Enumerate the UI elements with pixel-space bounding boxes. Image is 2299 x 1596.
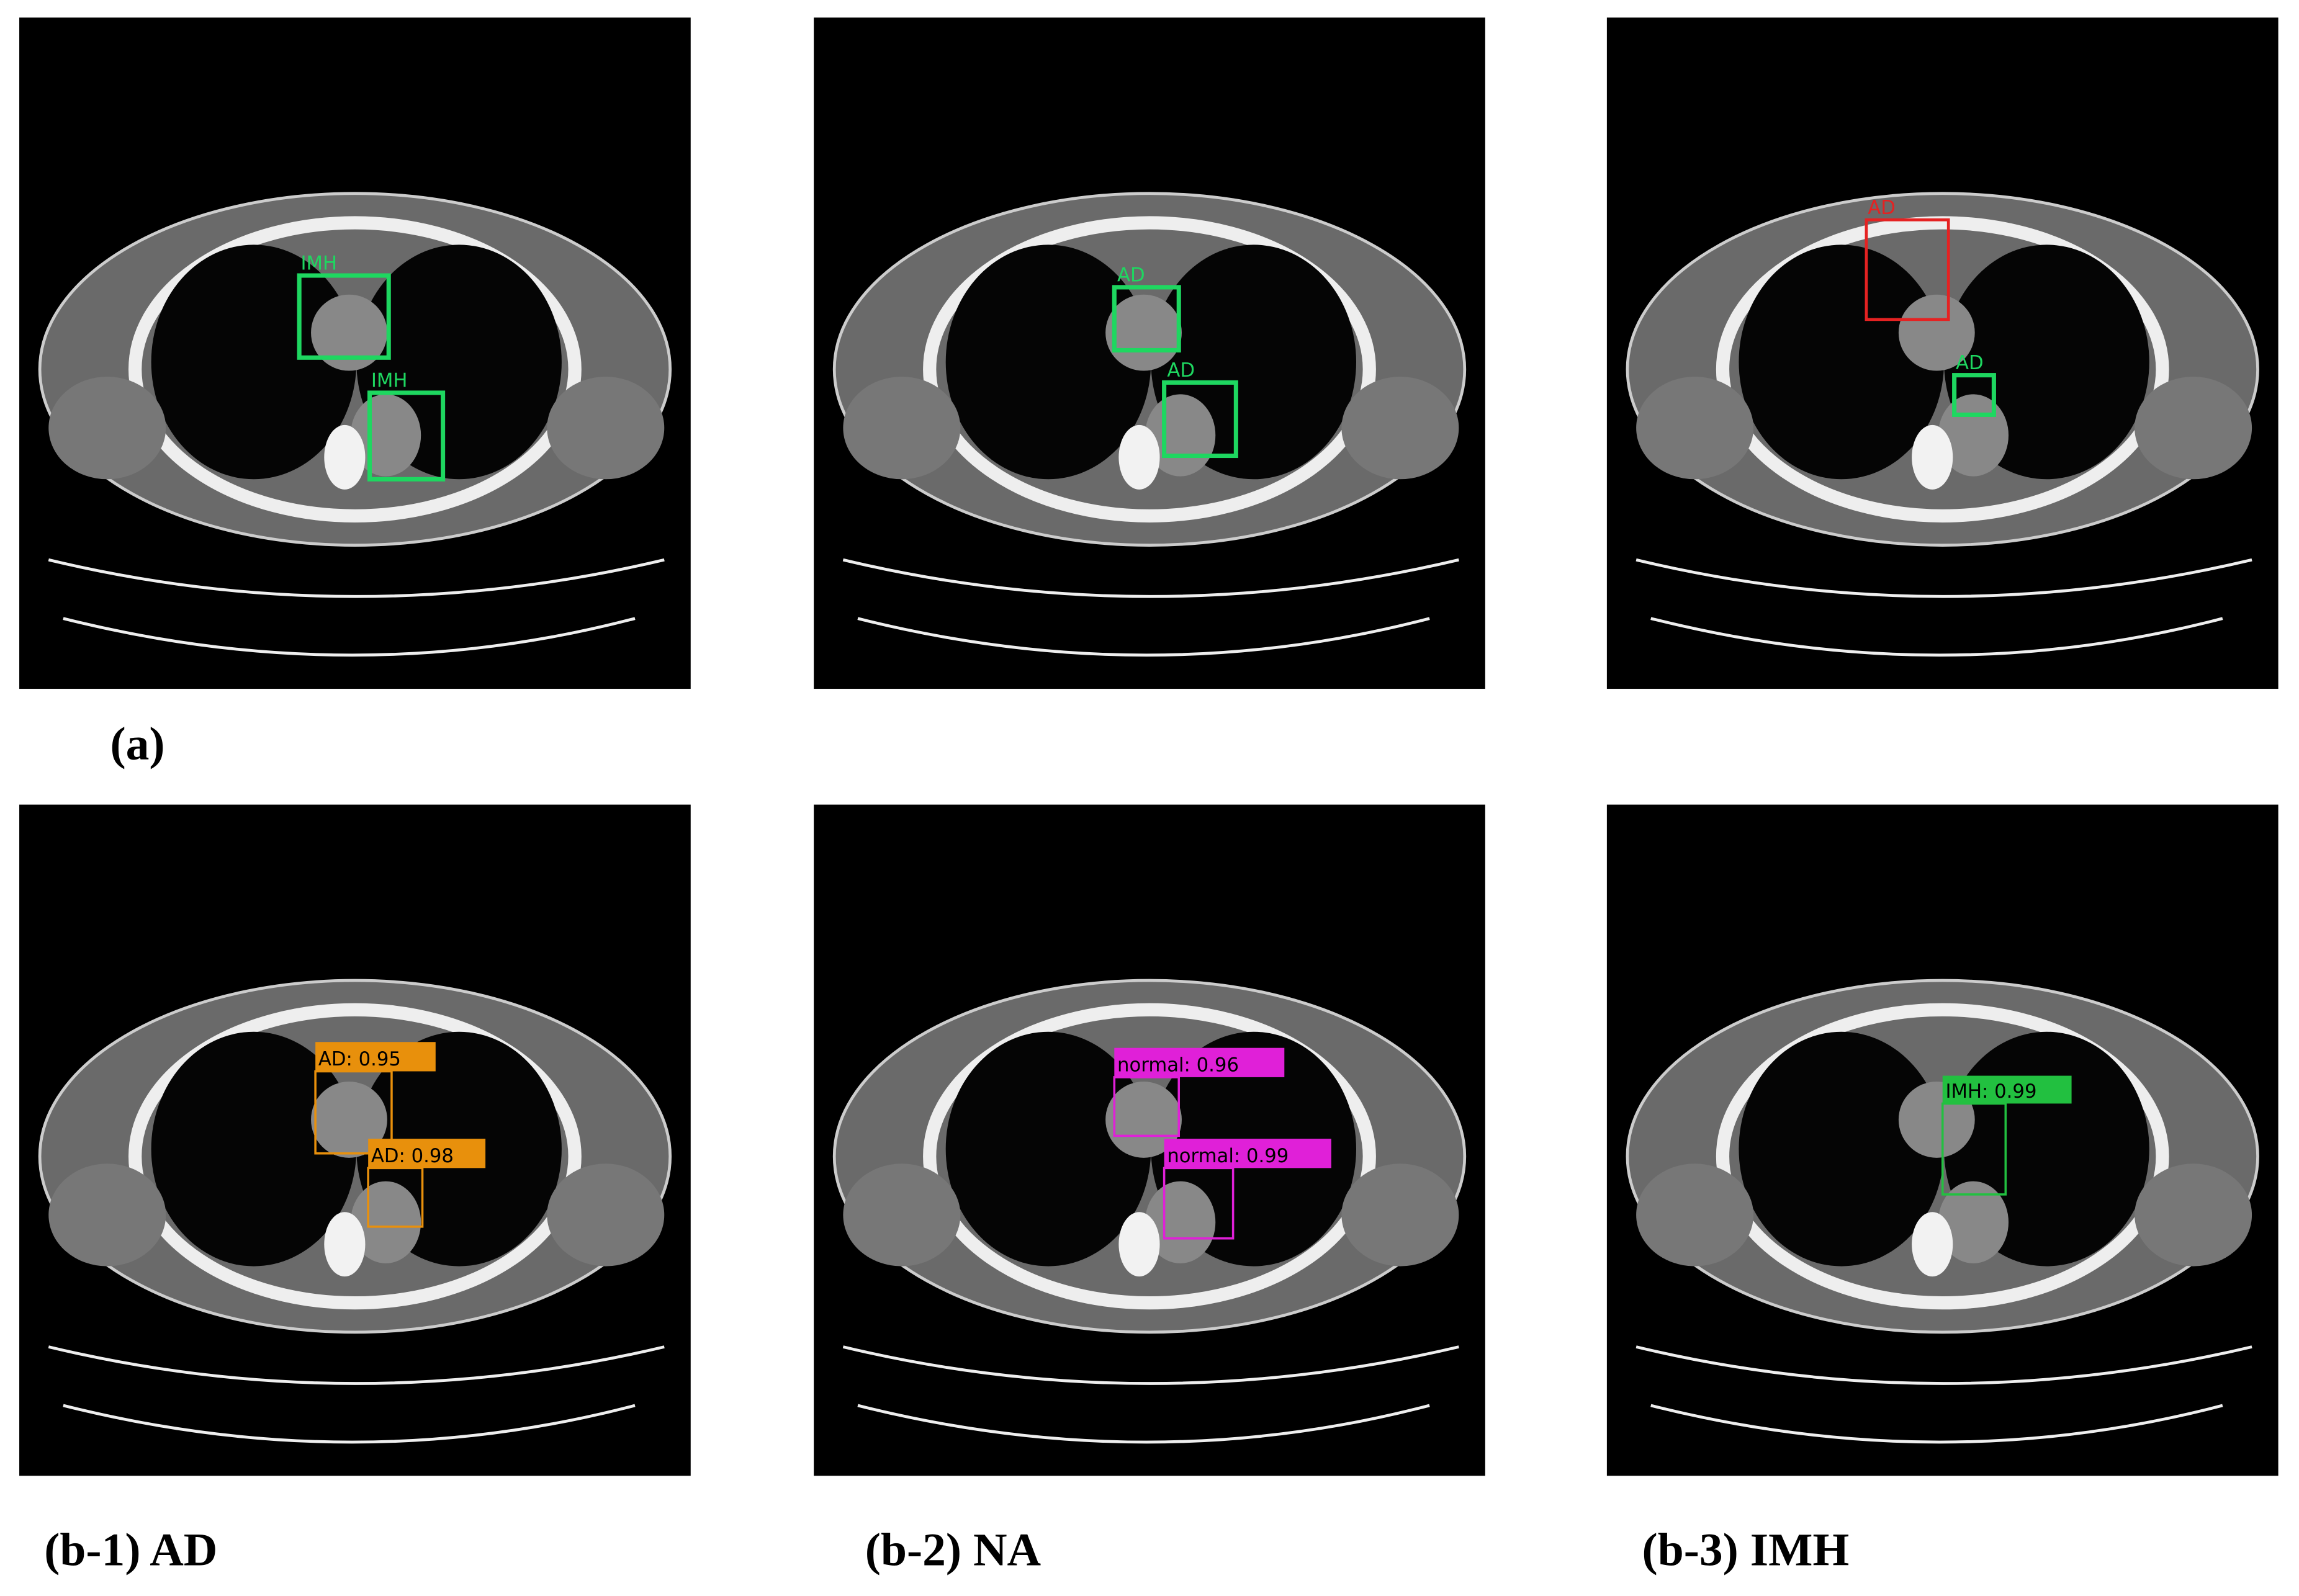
ct-image: [1606, 17, 2279, 689]
caption: (b-3) IMH: [1642, 1524, 1850, 1576]
detection-label: IMH: 0.99: [1945, 1081, 2036, 1103]
detection-label: IMH: [301, 253, 338, 275]
ct-image: [814, 804, 1485, 1476]
bounding-box: [297, 273, 391, 360]
detection-label: AD: [1868, 197, 1896, 219]
label-background: [1114, 1047, 1285, 1077]
ct-image: [19, 804, 691, 1476]
detection-label: AD: [1167, 360, 1195, 382]
detection-label: AD: 0.98: [371, 1145, 454, 1167]
bounding-box: [1112, 285, 1181, 353]
label-background: [1164, 1139, 1331, 1168]
detection-label: normal: 0.99: [1167, 1145, 1289, 1167]
detection-label: IMH: [371, 370, 408, 392]
caption: (b-2) NA: [865, 1524, 1042, 1576]
caption: (b-1) AD: [44, 1524, 217, 1576]
caption: (a): [110, 718, 164, 769]
label-background: [368, 1139, 486, 1168]
detection-label: AD: [1117, 264, 1145, 286]
bounding-box: [1865, 218, 1950, 321]
detection-label: AD: [1956, 352, 1984, 374]
detection-label: AD: 0.95: [318, 1049, 401, 1070]
bounding-box: [1952, 373, 1996, 417]
ct-image: [814, 17, 1485, 689]
label-background: [1942, 1075, 2072, 1104]
bounding-box: [1162, 380, 1238, 459]
ct-image: [19, 17, 691, 689]
label-background: [315, 1042, 436, 1072]
bounding-box: [367, 390, 446, 482]
detection-label: normal: 0.96: [1117, 1054, 1239, 1076]
